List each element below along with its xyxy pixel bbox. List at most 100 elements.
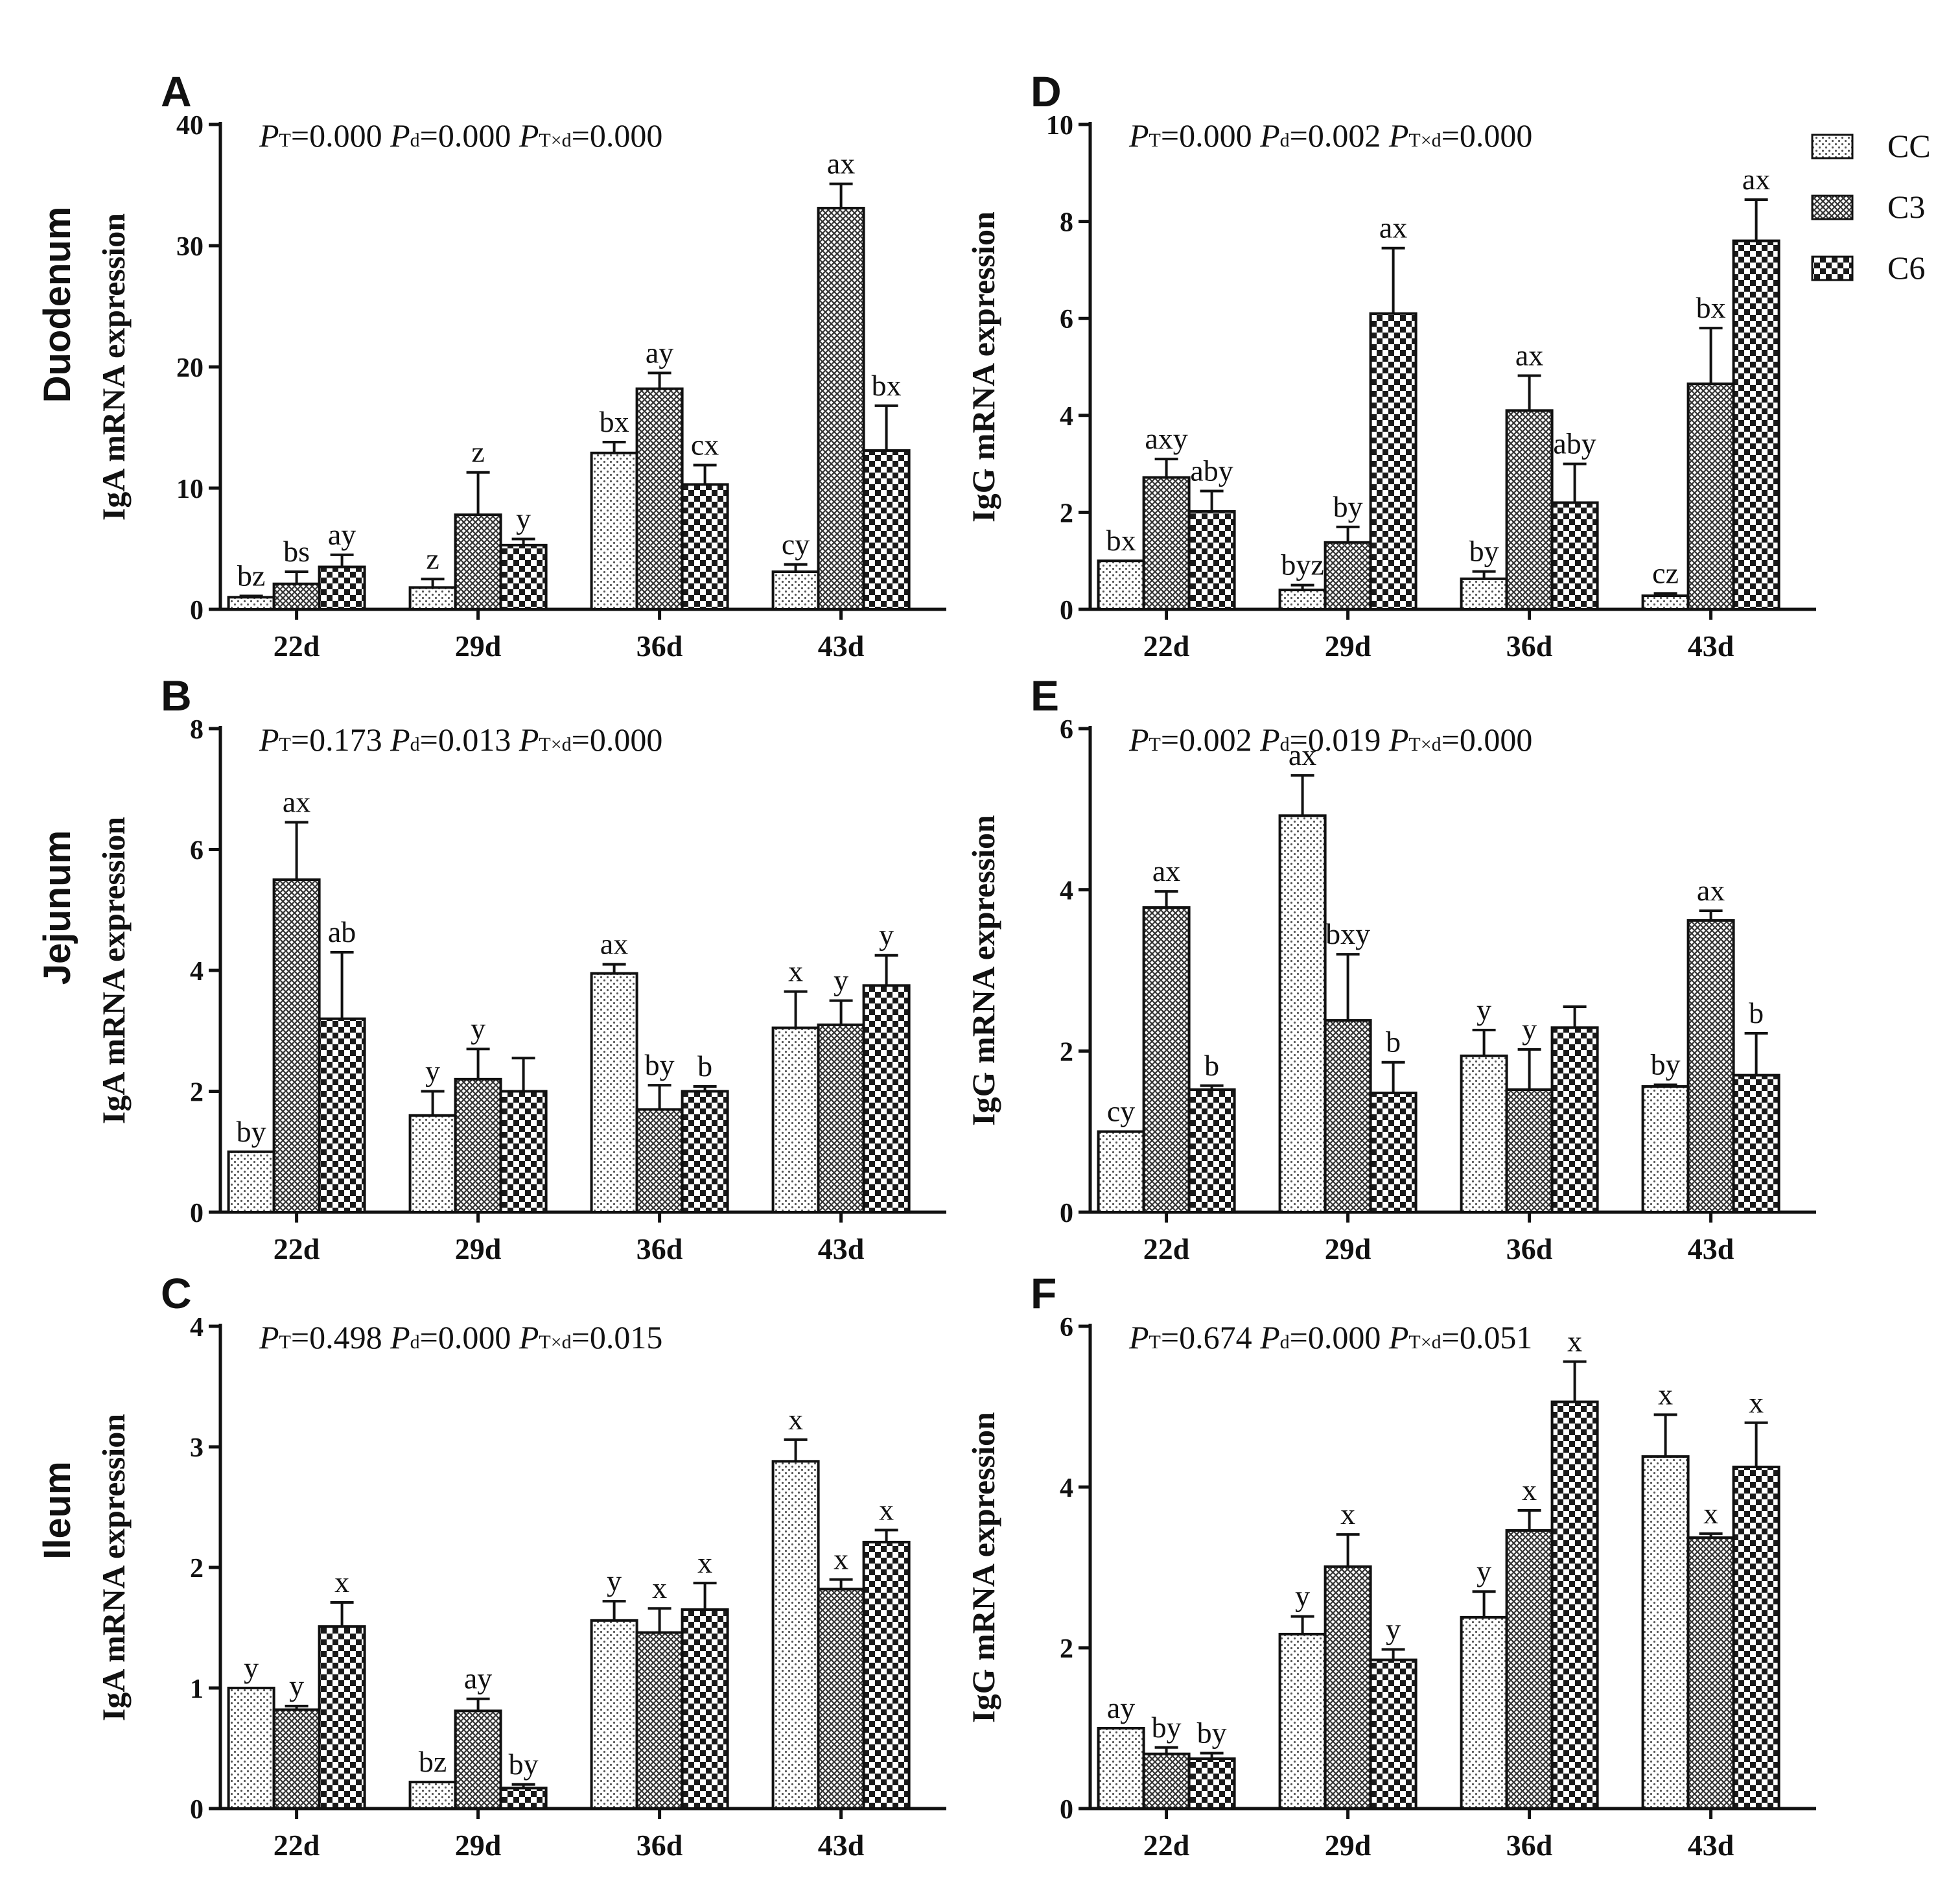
- bar-b-43d-cc: [771, 1026, 820, 1214]
- x-tick-label-e-1: 29d: [1325, 1232, 1371, 1265]
- y-tick-label-c-0: 0: [190, 1795, 204, 1825]
- y-axis-label-d: IgG mRNA expression: [965, 211, 1001, 522]
- sig-label-e-43d-c3: ax: [1697, 874, 1725, 907]
- panel-c: C 0 1 2 3 4 IgA mRNA expression PT=0.498 Pd=0.0…: [95, 1269, 946, 1862]
- sig-label-c-22d-c6: x: [334, 1565, 349, 1599]
- y-tick-label-e-2: 4: [1060, 876, 1073, 906]
- sig-label-e-43d-cc: by: [1651, 1048, 1681, 1081]
- bar-c-36d-c3: [635, 1631, 684, 1810]
- stats-text-e: PT=0.002 Pd=0.019 PT×d=0.000: [1128, 721, 1532, 758]
- panel-f: F 0 2 4 6 IgG mRNA expression PT=0.674 Pd=0.00…: [965, 1269, 1816, 1862]
- y-tick-label-e-0: 0: [1060, 1199, 1073, 1228]
- sig-label-f-36d-cc: y: [1476, 1554, 1491, 1588]
- sig-label-f-29d-c6: y: [1386, 1612, 1401, 1645]
- sig-label-a-22d-c3: bs: [283, 535, 310, 568]
- sig-label-a-36d-c6: cx: [691, 428, 719, 461]
- stats-text-b: PT=0.173 Pd=0.013 PT×d=0.000: [259, 721, 662, 758]
- panel-letter-c: C: [161, 1269, 192, 1317]
- y-tick-label-f-1: 2: [1060, 1634, 1073, 1664]
- y-axis-label-a: IgA mRNA expression: [95, 213, 132, 521]
- panel-e: E 0 2 4 6 IgG mRNA expression PT=0.002 Pd=0.01…: [965, 672, 1816, 1265]
- sig-label-a-43d-c6: bx: [872, 369, 902, 402]
- sig-label-c-29d-c6: by: [509, 1748, 539, 1781]
- bar-e-36d-c6: [1550, 1026, 1599, 1213]
- bar-e-43d-c3: [1686, 919, 1735, 1213]
- bar-b-43d-c3: [817, 1023, 865, 1214]
- sig-label-b-22d-c3: ax: [283, 786, 310, 819]
- sig-label-c-22d-cc: y: [244, 1651, 259, 1684]
- legend-label-c3: C3: [1887, 189, 1925, 225]
- y-tick-label-d-2: 4: [1060, 402, 1073, 432]
- y-tick-label-b-2: 4: [190, 957, 204, 987]
- bar-a-43d-c6: [862, 449, 911, 611]
- sig-label-a-43d-cc: cy: [782, 528, 810, 561]
- bar-d-43d-c3: [1686, 382, 1735, 611]
- y-tick-label-e-3: 6: [1060, 715, 1073, 745]
- bar-b-29d-cc: [408, 1114, 457, 1214]
- y-tick-label-f-2: 4: [1060, 1473, 1073, 1503]
- bar-d-36d-c3: [1505, 409, 1554, 611]
- bar-a-22d-cc: [227, 596, 275, 611]
- sig-label-d-43d-c6: ax: [1742, 163, 1770, 196]
- y-tick-label-d-0: 0: [1060, 596, 1073, 626]
- bar-a-36d-c3: [635, 387, 684, 611]
- y-tick-label-f-0: 0: [1060, 1795, 1073, 1825]
- x-tick-label-c-2: 36d: [636, 1829, 683, 1862]
- sig-label-e-29d-c3: bxy: [1325, 917, 1370, 950]
- bar-c-43d-c6: [862, 1540, 911, 1810]
- bar-d-36d-cc: [1460, 577, 1508, 611]
- bar-c-22d-c3: [272, 1708, 321, 1810]
- stats-text-d: PT=0.000 Pd=0.002 PT×d=0.000: [1128, 117, 1532, 154]
- row-label-jejunum: Jejunum: [36, 830, 78, 985]
- sig-label-e-29d-c6: b: [1386, 1026, 1401, 1059]
- x-tick-label-e-2: 36d: [1506, 1232, 1553, 1265]
- sig-label-b-29d-c3: y: [471, 1012, 485, 1045]
- legend-swatch-c3: [1811, 194, 1854, 220]
- bar-c-22d-c6: [318, 1625, 366, 1810]
- sig-label-c-43d-c3: x: [834, 1543, 848, 1576]
- sig-label-a-29d-c3: z: [471, 436, 484, 469]
- sig-label-d-43d-cc: cz: [1652, 556, 1679, 589]
- sig-label-c-29d-cc: bz: [419, 1745, 447, 1778]
- bar-e-22d-cc: [1097, 1130, 1145, 1213]
- sig-label-d-22d-cc: bx: [1106, 524, 1136, 557]
- bar-e-36d-cc: [1460, 1054, 1508, 1213]
- bar-f-29d-cc: [1278, 1632, 1327, 1810]
- bar-b-29d-c6: [499, 1090, 548, 1213]
- sig-label-a-36d-c3: ay: [646, 336, 673, 369]
- bar-a-36d-cc: [590, 451, 638, 611]
- x-tick-label-f-1: 29d: [1325, 1829, 1371, 1862]
- panel-letter-d: D: [1031, 67, 1062, 115]
- y-tick-label-a-4: 40: [176, 111, 204, 141]
- bar-b-22d-c6: [318, 1017, 366, 1213]
- y-tick-label-b-0: 0: [190, 1199, 204, 1228]
- y-tick-label-a-2: 20: [176, 353, 204, 383]
- sig-label-c-22d-c3: y: [289, 1669, 304, 1702]
- y-tick-label-e-1: 2: [1060, 1037, 1073, 1067]
- sig-label-c-36d-c3: x: [652, 1571, 667, 1604]
- sig-label-d-29d-c3: by: [1333, 490, 1363, 523]
- row-label-ileum: Ileum: [36, 1461, 78, 1560]
- y-tick-label-d-3: 6: [1060, 305, 1073, 334]
- sig-label-f-36d-c3: x: [1522, 1473, 1537, 1506]
- bar-a-22d-c3: [272, 582, 321, 611]
- sig-label-d-36d-c3: ax: [1515, 338, 1543, 371]
- bar-b-36d-c3: [635, 1108, 684, 1213]
- sig-label-d-29d-c6: ax: [1379, 211, 1407, 244]
- bar-a-43d-cc: [771, 570, 820, 611]
- bar-b-36d-cc: [590, 972, 638, 1213]
- sig-label-d-36d-c6: aby: [1553, 427, 1596, 460]
- bar-c-29d-c6: [499, 1787, 548, 1810]
- y-tick-label-c-3: 3: [190, 1433, 204, 1463]
- sig-label-d-22d-c6: aby: [1190, 454, 1233, 487]
- row-label-duodenum: Duodenum: [36, 207, 78, 403]
- y-tick-label-a-3: 30: [176, 232, 204, 262]
- bar-d-22d-c3: [1142, 476, 1191, 611]
- sig-label-f-29d-cc: y: [1295, 1580, 1310, 1613]
- bar-e-22d-c3: [1142, 906, 1191, 1214]
- bar-f-22d-c3: [1142, 1752, 1191, 1810]
- y-tick-label-d-1: 2: [1060, 498, 1073, 528]
- bar-c-29d-c3: [454, 1709, 502, 1811]
- bar-a-29d-c6: [499, 543, 548, 611]
